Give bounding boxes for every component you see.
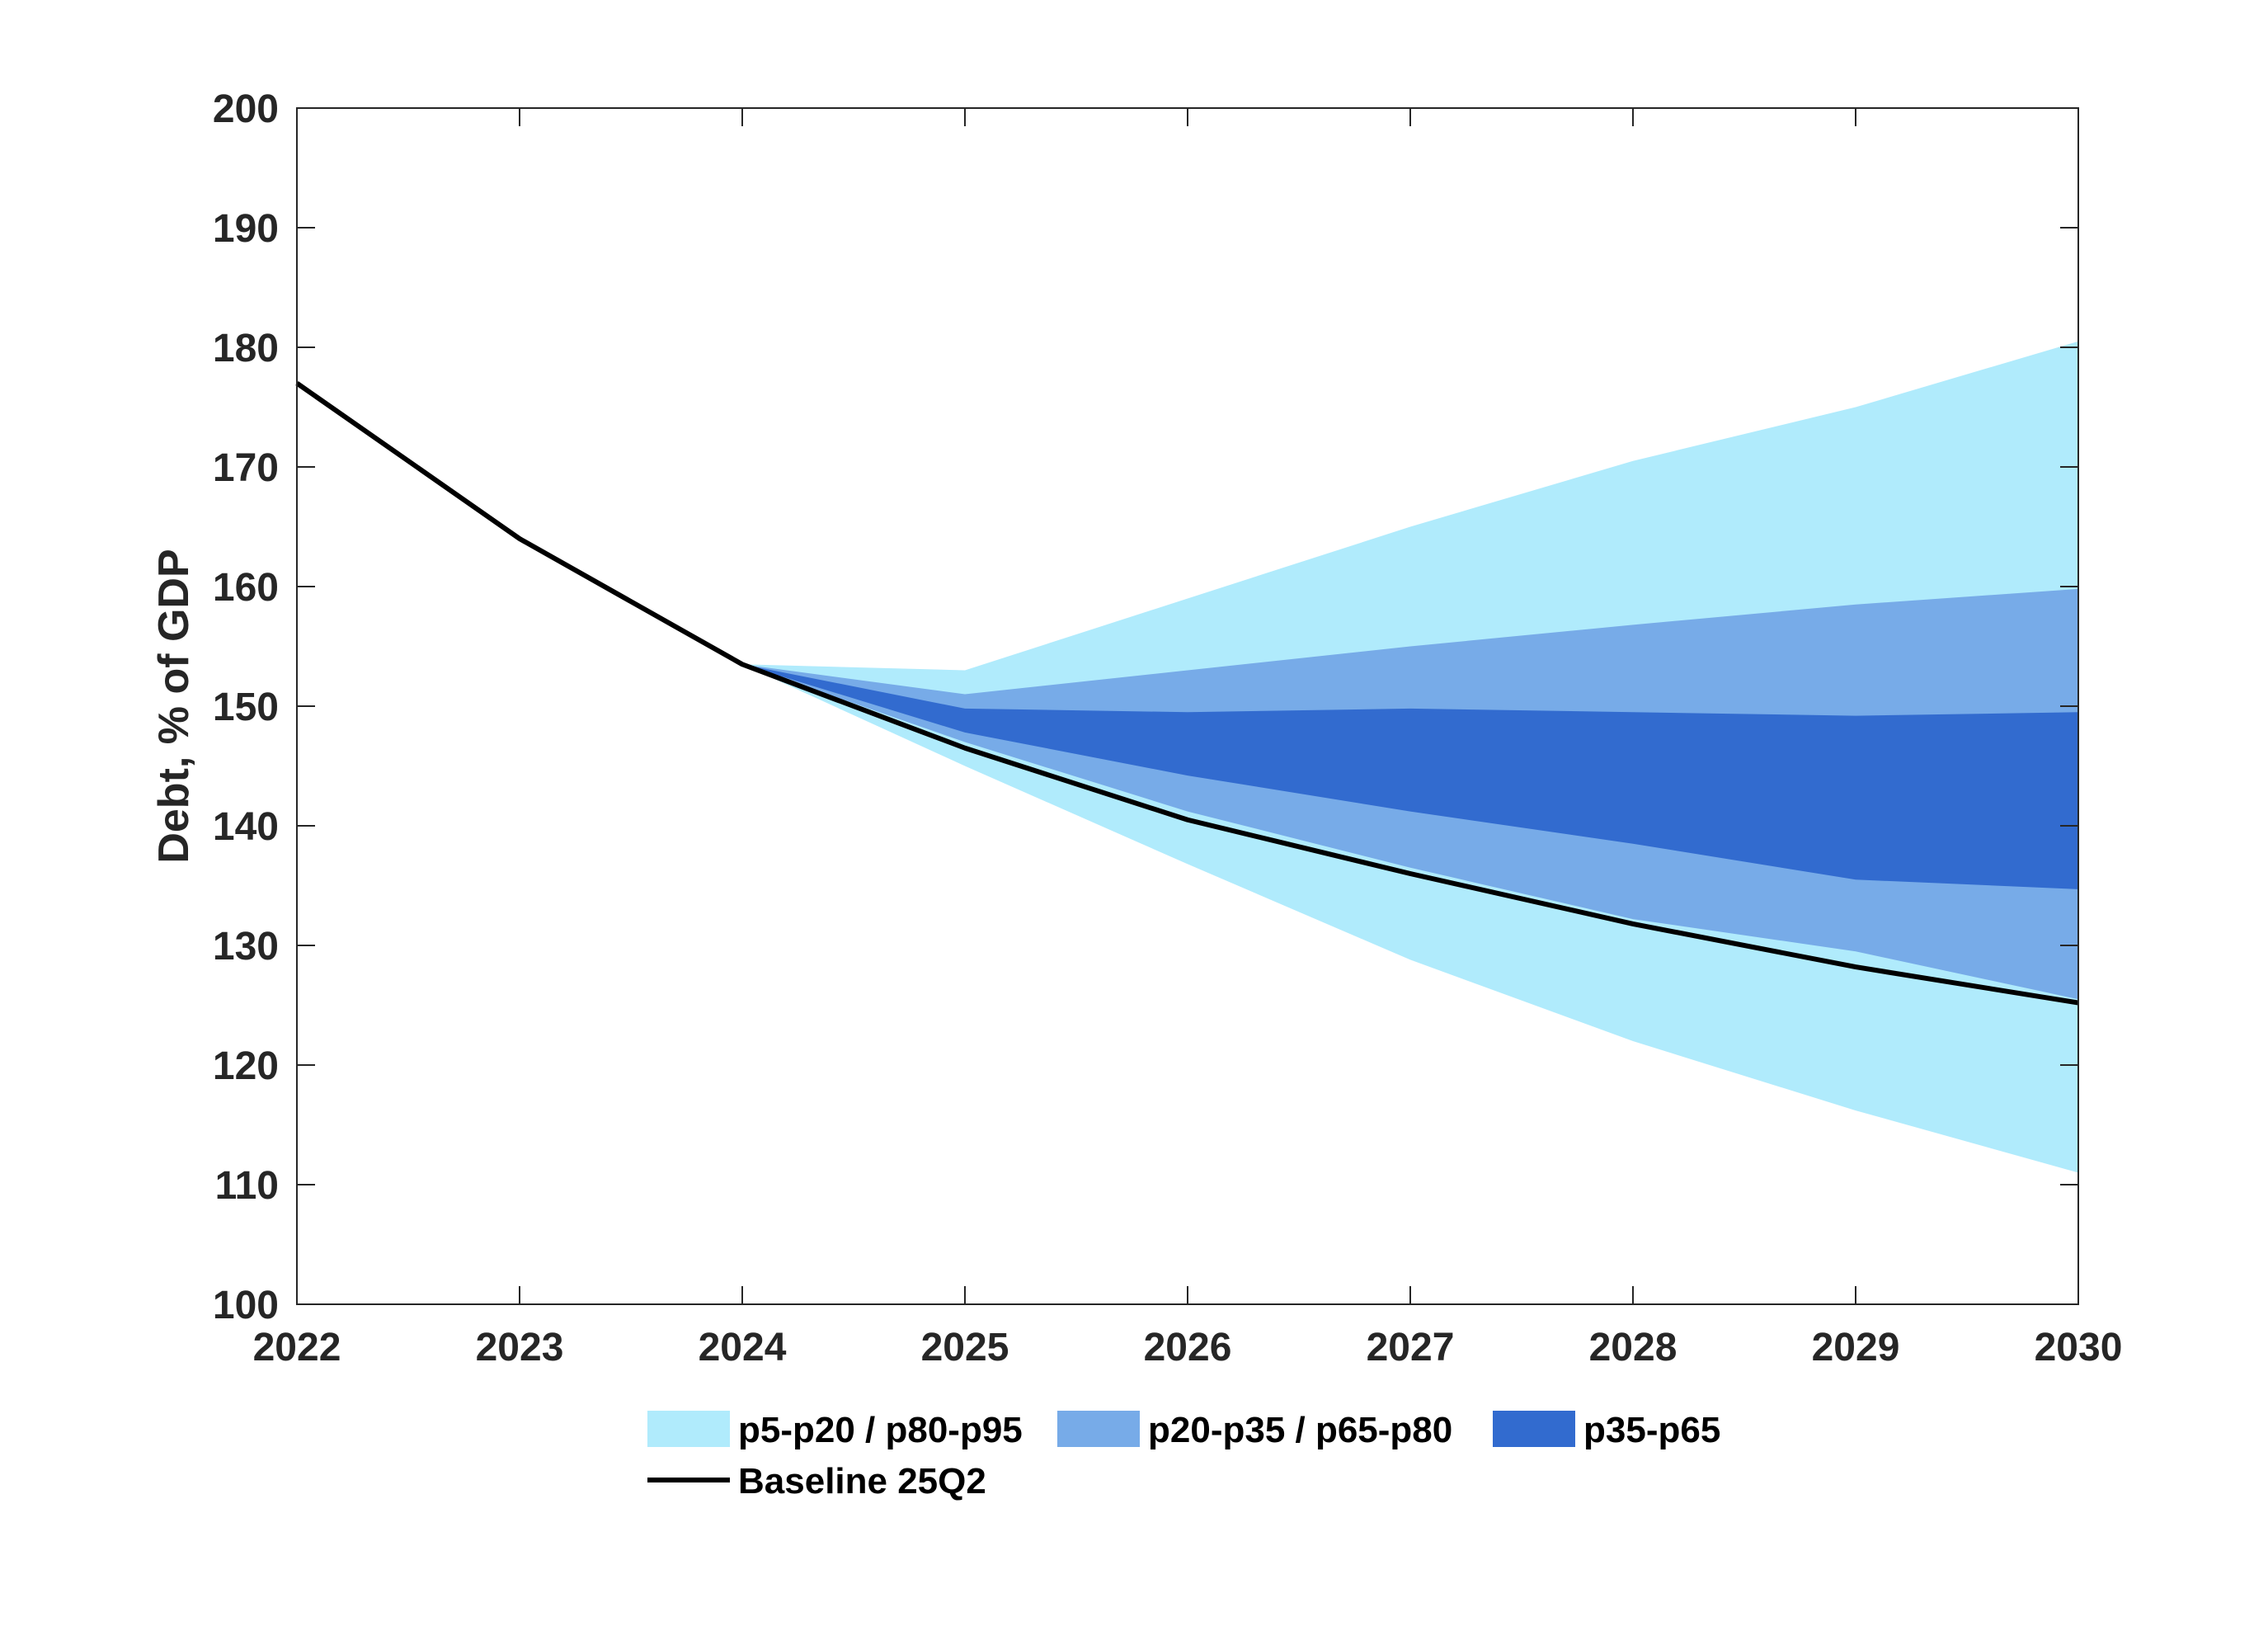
y-tick-label: 180 xyxy=(213,327,279,370)
x-tick-label: 2030 xyxy=(2035,1326,2123,1369)
y-tick-label: 200 xyxy=(213,87,279,131)
y-tick-label: 170 xyxy=(213,446,279,490)
x-tick-label: 2022 xyxy=(253,1326,341,1369)
legend-swatch-p20-p35-p65-p80 xyxy=(1057,1411,1140,1447)
y-tick-label: 150 xyxy=(213,686,279,729)
y-tick-label: 160 xyxy=(213,566,279,610)
fan-band-p35-p65 xyxy=(742,664,2078,889)
axis-ticks xyxy=(296,107,2079,1305)
y-tick-label: 140 xyxy=(213,805,279,849)
legend-label-p35-p65: p35-p65 xyxy=(1583,1410,1720,1450)
y-tick-label: 120 xyxy=(213,1044,279,1088)
legend-swatch-p35-p65 xyxy=(1493,1411,1575,1447)
y-tick-label: 100 xyxy=(213,1284,279,1327)
x-tick-label: 2023 xyxy=(476,1326,564,1369)
x-tick-label: 2027 xyxy=(1367,1326,1455,1369)
legend-swatch-p5-p20-p80-p95 xyxy=(647,1411,730,1447)
x-axis-tick-labels: 2022 2023 2024 2025 2026 2027 2028 2029 2030 xyxy=(253,1326,2123,1369)
x-tick-label: 2028 xyxy=(1589,1326,1677,1369)
legend-label-p20-p35-p65-p80: p20-p35 / p65-p80 xyxy=(1148,1410,1452,1450)
x-tick-label: 2024 xyxy=(699,1326,787,1369)
legend-label-baseline: Baseline 25Q2 xyxy=(738,1461,986,1501)
baseline-series xyxy=(295,381,2079,1006)
y-tick-label: 110 xyxy=(215,1164,279,1208)
x-tick-label: 2029 xyxy=(1812,1326,1900,1369)
baseline-line xyxy=(295,381,2079,1006)
x-tick-label: 2026 xyxy=(1144,1326,1232,1369)
x-tick-label: 2025 xyxy=(921,1326,1009,1369)
y-tick-label: 190 xyxy=(213,207,279,251)
y-axis-tick-labels: 100 110 120 130 140 150 160 170 180 190 200 xyxy=(213,87,279,1327)
legend-label-p5-p20-p80-p95: p5-p20 / p80-p95 xyxy=(738,1410,1023,1450)
y-axis-title: Debt, % of GDP xyxy=(150,549,198,863)
fan-bands xyxy=(742,341,2078,1173)
y-tick-label: 130 xyxy=(213,925,279,969)
legend: p5-p20 / p80-p95 p20-p35 / p65-p80 p35-p65… xyxy=(647,1410,1720,1501)
